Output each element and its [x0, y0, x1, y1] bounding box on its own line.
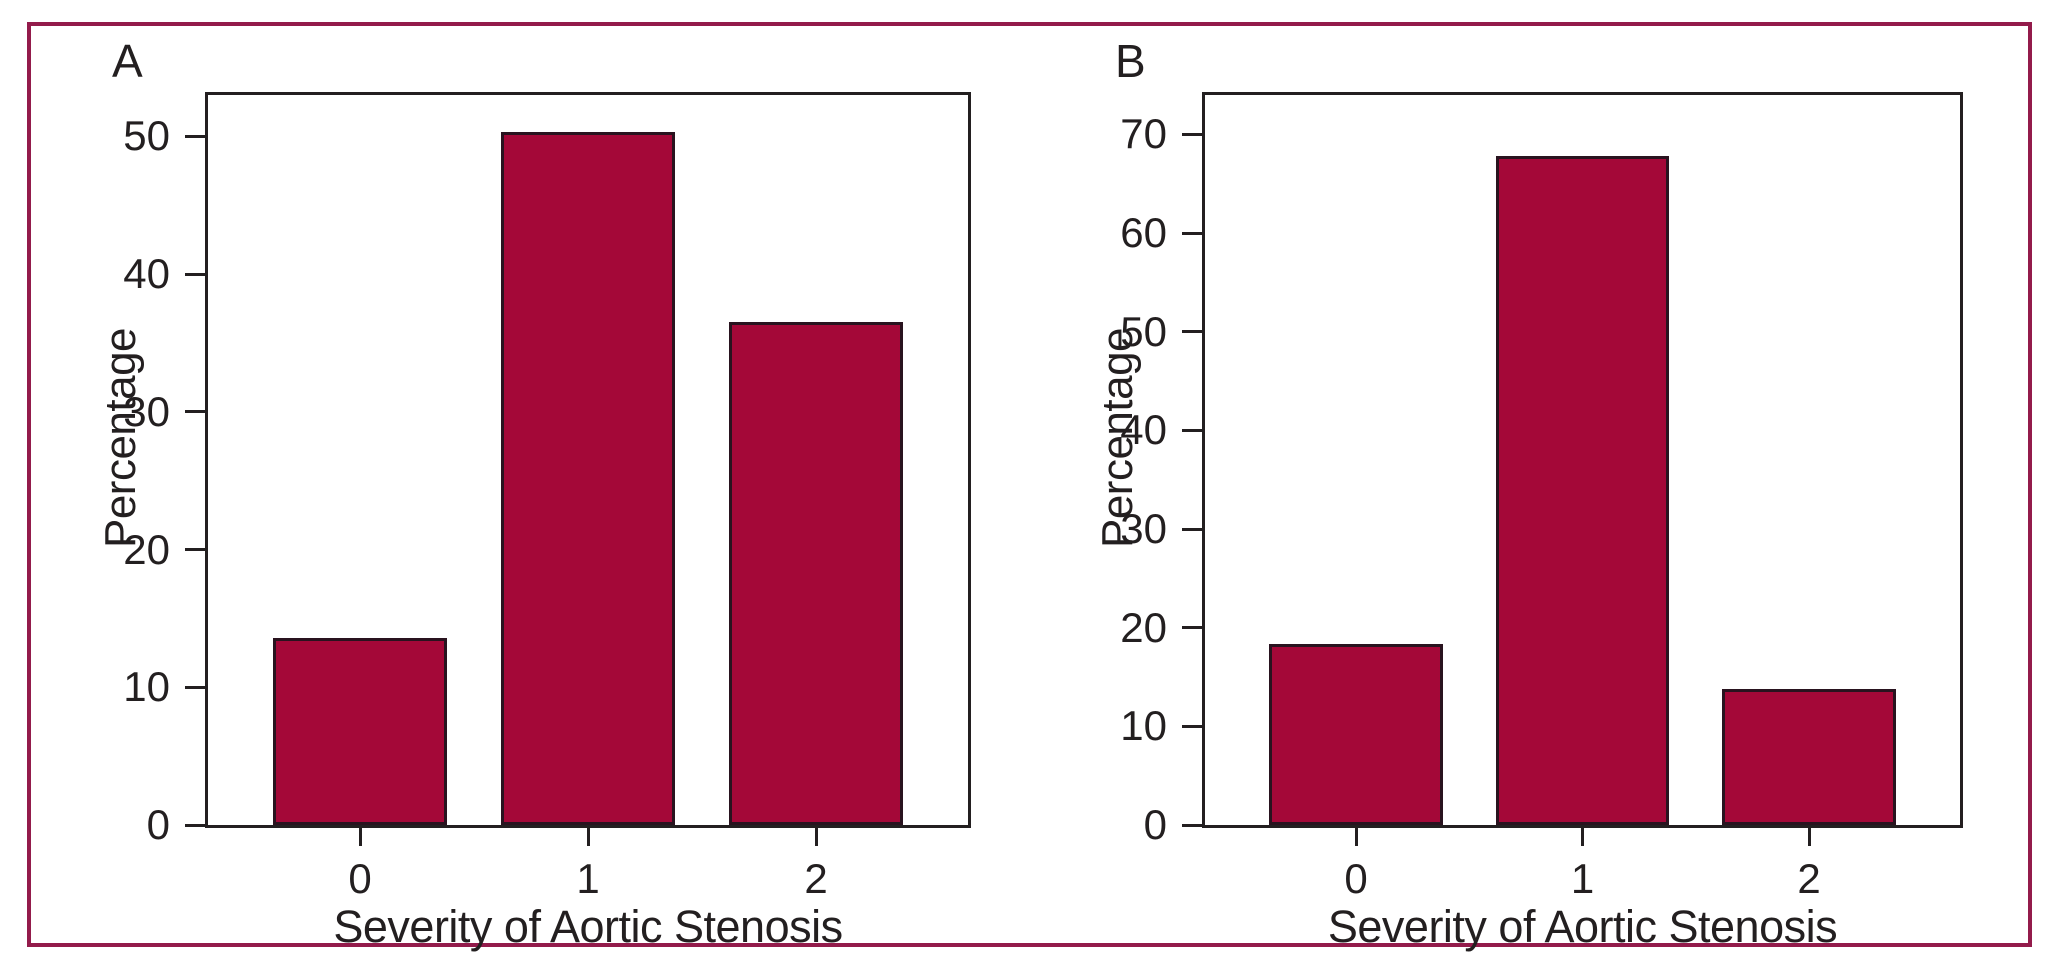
- y-tick-mark-B-40: [1182, 428, 1202, 432]
- panel-label-A: A: [112, 35, 143, 87]
- y-tick-mark-A-40: [185, 272, 205, 276]
- x-tick-mark-A-0: [358, 828, 362, 846]
- bar-A-0: [272, 637, 448, 825]
- y-tick-label-A-30: 30: [123, 387, 170, 435]
- y-tick-label-A-40: 40: [123, 250, 170, 298]
- y-tick-label-B-20: 20: [1120, 603, 1167, 651]
- y-tick-mark-B-10: [1182, 724, 1202, 728]
- y-tick-mark-A-30: [185, 410, 205, 414]
- chart-panel-B: Percentage Severity of Aortic Stenosis 0…: [1093, 92, 1963, 949]
- bar-A-2: [728, 322, 904, 825]
- x-tick-label-B-1: 1: [1570, 855, 1595, 902]
- y-tick-mark-A-20: [185, 548, 205, 552]
- y-tick-mark-B-30: [1182, 527, 1202, 531]
- panel-label-B: B: [1115, 35, 1146, 87]
- x-tick-label-A-2: 2: [804, 855, 828, 902]
- x-tick-label-B-0: 0: [1344, 855, 1368, 902]
- y-tick-label-B-10: 10: [1120, 702, 1167, 750]
- y-tick-mark-A-50: [185, 134, 205, 138]
- x-tick-mark-A-2: [814, 828, 818, 846]
- bar-B-1: [1495, 156, 1670, 825]
- y-tick-label-B-30: 30: [1120, 505, 1167, 553]
- plot-B: [1202, 92, 1963, 828]
- bar-B-0: [1269, 643, 1443, 825]
- x-tick-mark-B-0: [1354, 828, 1358, 846]
- y-tick-label-A-10: 10: [123, 663, 170, 711]
- y-tick-label-B-70: 70: [1120, 110, 1167, 158]
- y-tick-mark-B-60: [1182, 231, 1202, 235]
- y-tick-mark-A-0: [185, 823, 205, 827]
- y-tick-label-B-50: 50: [1120, 307, 1167, 355]
- x-tick-mark-B-2: [1807, 828, 1811, 846]
- chart-panel-A: Percentage Severity of Aortic Stenosis 0…: [96, 92, 971, 949]
- x-tick-label-A-1: 1: [576, 855, 600, 902]
- y-tick-label-A-0: 0: [146, 801, 170, 848]
- y-tick-label-A-20: 20: [123, 525, 170, 573]
- figure-border: [27, 22, 2032, 947]
- plot-A: [205, 92, 971, 828]
- y-tick-label-B-60: 60: [1120, 209, 1167, 257]
- y-tick-mark-A-10: [185, 685, 205, 689]
- y-tick-label-A-50: 50: [123, 112, 170, 160]
- y-tick-mark-B-20: [1182, 626, 1202, 630]
- x-tick-mark-B-1: [1581, 828, 1584, 846]
- x-tick-label-A-0: 0: [348, 855, 372, 902]
- y-tick-label-B-0: 0: [1143, 801, 1167, 848]
- x-tick-label-B-2: 2: [1797, 855, 1821, 902]
- y-tick-mark-B-0: [1182, 823, 1202, 827]
- bar-A-1: [500, 132, 676, 825]
- x-tick-mark-A-1: [586, 828, 590, 846]
- x-axis-title-B: Severity of Aortic Stenosis: [1327, 901, 1838, 952]
- x-axis-title-A: Severity of Aortic Stenosis: [333, 901, 843, 952]
- y-tick-label-B-40: 40: [1120, 406, 1167, 454]
- y-tick-mark-B-70: [1182, 132, 1202, 136]
- y-tick-mark-B-50: [1182, 330, 1202, 334]
- bar-B-2: [1722, 688, 1896, 825]
